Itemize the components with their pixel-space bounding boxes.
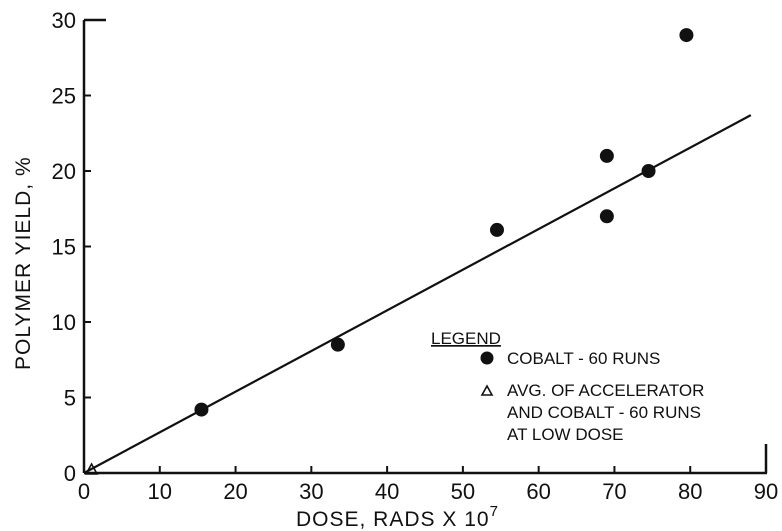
legend-entry-avg-line2: AND COBALT - 60 RUNS (507, 403, 701, 422)
data-point (599, 209, 614, 224)
y-tick-label: 15 (52, 235, 76, 260)
legend-entry-cobalt: COBALT - 60 RUNS (507, 349, 660, 368)
x-tick-label: 90 (754, 479, 778, 504)
data-point (489, 222, 504, 237)
x-ticks: 0 10 20 30 40 50 60 70 80 90 (78, 466, 778, 504)
y-tick-label: 30 (52, 8, 76, 33)
x-axis-label-exponent: 7 (490, 503, 499, 520)
x-tick-label: 40 (375, 479, 399, 504)
y-tick-label: 20 (52, 159, 76, 184)
x-tick-label: 80 (678, 479, 702, 504)
data-point (599, 148, 614, 163)
legend-marker-cobalt (480, 351, 494, 365)
legend: LEGEND COBALT - 60 RUNS AVG. OF ACCELERA… (431, 329, 704, 444)
data-point (194, 402, 209, 417)
y-axis-label: POLYMER YIELD, % (12, 156, 35, 370)
data-point (679, 28, 694, 43)
x-tick-label: 30 (299, 479, 323, 504)
data-point (641, 164, 656, 178)
data-points (84, 28, 694, 475)
y-tick-label: 0 (64, 461, 76, 486)
x-tick-label: 70 (602, 479, 626, 504)
y-tick-label: 25 (52, 84, 76, 109)
y-tick-label: 5 (64, 386, 76, 411)
x-axis-label-text: DOSE, RADS X 10 (296, 508, 490, 531)
fit-line (83, 114, 752, 474)
x-axis-label: DOSE, RADS X 107 (296, 503, 499, 531)
legend-entry-avg-line1: AVG. OF ACCELERATOR (507, 381, 704, 400)
legend-title: LEGEND (431, 329, 501, 348)
data-point-triangle (84, 462, 99, 475)
y-ticks: 0 5 10 15 20 25 30 (52, 8, 91, 486)
legend-entry-avg-line3: AT LOW DOSE (507, 425, 624, 444)
legend-marker-triangle (480, 384, 494, 396)
x-tick-label: 0 (78, 479, 90, 504)
x-tick-label: 50 (451, 479, 475, 504)
data-point (330, 337, 345, 352)
y-tick-label: 10 (52, 310, 76, 335)
x-tick-label: 10 (148, 479, 172, 504)
x-tick-label: 60 (526, 479, 550, 504)
x-tick-label: 20 (223, 479, 247, 504)
